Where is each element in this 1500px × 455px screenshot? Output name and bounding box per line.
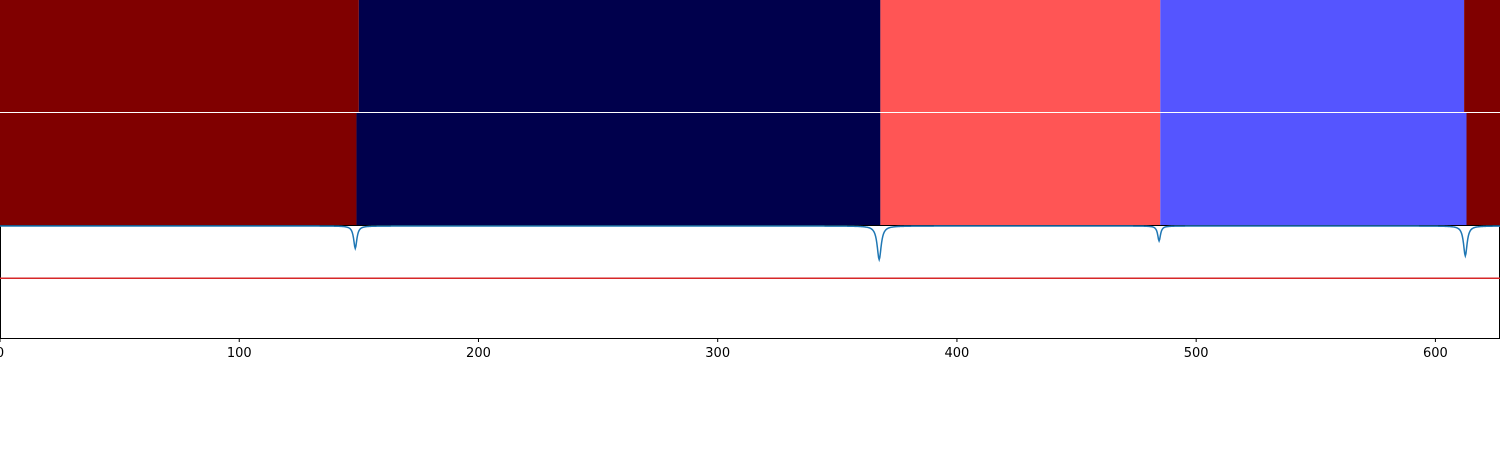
segment-row-1-block-5 <box>1464 0 1500 113</box>
signal-panel-frame <box>0 225 1500 339</box>
segment-row-1-block-3 <box>880 0 1161 113</box>
x-tick-label-100: 100 <box>227 346 252 361</box>
signal-panel <box>0 225 1500 339</box>
x-tick-label-300: 300 <box>705 346 730 361</box>
segment-row-1-block-1 <box>0 0 359 113</box>
x-tick-label-500: 500 <box>1184 346 1209 361</box>
signal-line <box>0 225 1500 263</box>
segment-row-1-block-4 <box>1160 0 1465 113</box>
segment-rows <box>0 0 1500 225</box>
segment-row-2-block-3 <box>880 112 1161 225</box>
x-tick-label-400: 400 <box>945 346 970 361</box>
segment-row-1-block-2 <box>358 0 881 113</box>
x-axis: 0 100 200 300 400 500 600 <box>0 338 1448 361</box>
segment-row-2-block-5 <box>1466 112 1500 225</box>
x-tick-label-200: 200 <box>466 346 491 361</box>
segment-row-2-block-4 <box>1160 112 1467 225</box>
x-tick-label-600: 600 <box>1423 346 1448 361</box>
x-tick-label-0: 0 <box>0 346 4 361</box>
segment-row-2-block-1 <box>0 112 357 225</box>
segment-row-2-block-2 <box>356 112 881 225</box>
